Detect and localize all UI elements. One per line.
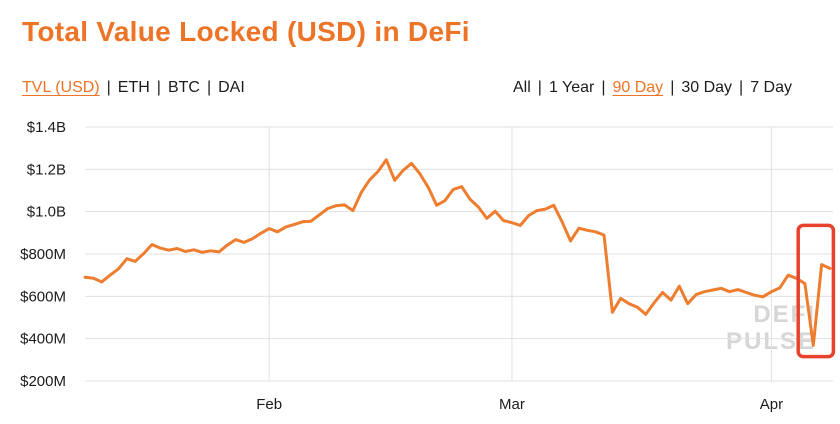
- y-axis-label: $400M: [20, 331, 66, 348]
- tvl-line-series: [83, 158, 832, 347]
- tvl-line-chart: $1.4B $1.2B $1.0B $800M $600M $400M $200M Feb Ma…: [20, 119, 836, 413]
- tab-separator: |: [156, 79, 161, 96]
- tab-separator: |: [670, 79, 675, 96]
- range-tabs: All | 1 Year | 90 Day | 30 Day | 7 Day: [513, 79, 792, 97]
- metric-tabs-tvl-usd-[interactable]: TVL (USD): [22, 79, 100, 96]
- range-tabs-all[interactable]: All: [513, 79, 531, 96]
- y-axis-label: $1.2B: [27, 161, 66, 178]
- y-axis-label: $1.0B: [27, 204, 66, 221]
- metric-tabs: TVL (USD) | ETH | BTC | DAI: [22, 79, 245, 97]
- page-title: Total Value Locked (USD) in DeFi: [22, 16, 470, 47]
- y-axis-label: $200M: [20, 373, 66, 390]
- metric-tabs-btc[interactable]: BTC: [167, 79, 200, 96]
- range-tabs-7-day[interactable]: 7 Day: [750, 79, 792, 96]
- y-axis-label: $1.4B: [27, 119, 66, 136]
- range-tabs-1-year[interactable]: 1 Year: [548, 79, 595, 96]
- range-tabs-30-day[interactable]: 30 Day: [681, 79, 733, 96]
- tab-separator: |: [601, 79, 606, 96]
- tab-separator: |: [106, 79, 111, 96]
- y-axis-label: $800M: [20, 246, 66, 263]
- highlight-annotation-box: [796, 223, 836, 359]
- x-axis-label: Feb: [256, 396, 282, 413]
- metric-tabs-eth[interactable]: ETH: [117, 79, 150, 96]
- y-axis-label: $600M: [20, 288, 66, 305]
- tab-separator: |: [739, 79, 744, 96]
- tab-separator: |: [206, 79, 212, 96]
- range-tabs-90-day[interactable]: 90 Day: [612, 79, 664, 96]
- tab-separator: |: [537, 79, 542, 96]
- x-axis-label: Apr: [760, 396, 783, 413]
- x-axis-label: Mar: [499, 396, 525, 413]
- metric-tabs-dai[interactable]: DAI: [218, 79, 245, 96]
- watermark-line1: DEFI: [753, 301, 816, 328]
- chart-controls: TVL (USD) | ETH | BTC | DAI All | 1 Year | 90 Day |…: [22, 79, 792, 97]
